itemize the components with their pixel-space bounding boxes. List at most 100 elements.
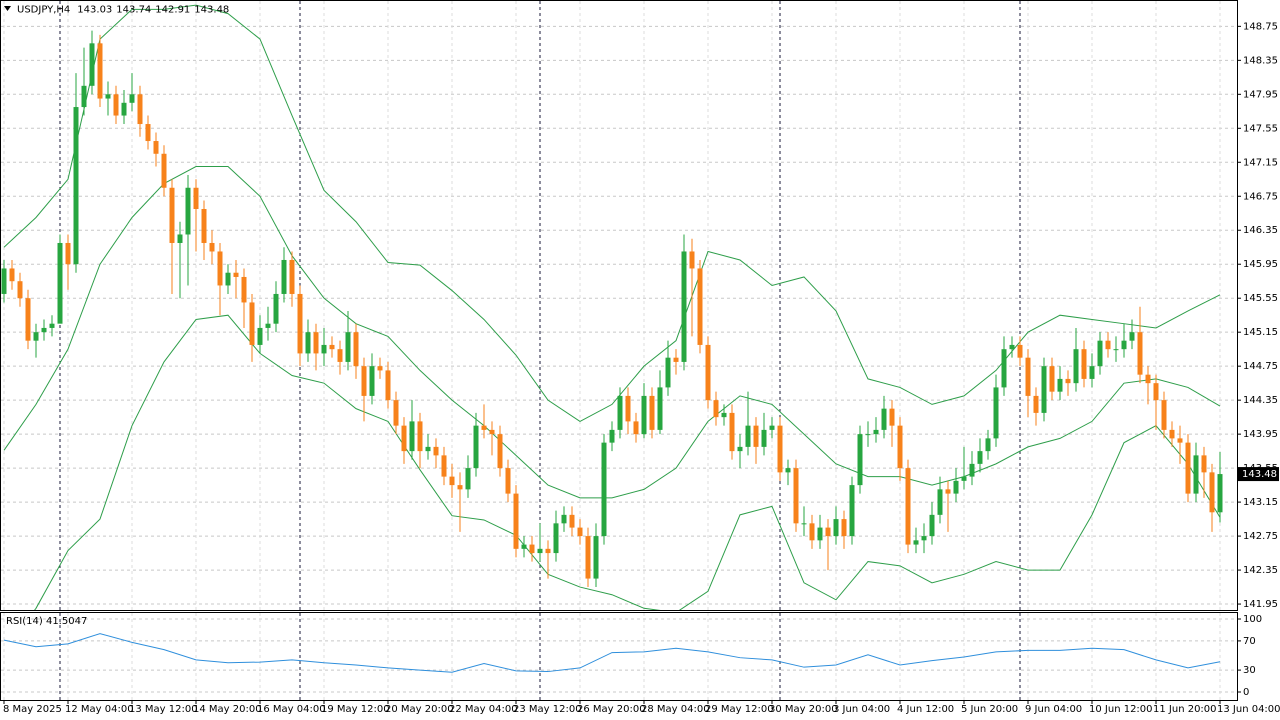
y-tick-label: 145.15 [1243,327,1278,338]
candle-body [985,438,991,452]
candle-body [689,251,695,269]
candle-body [545,548,551,554]
candle-body [833,519,839,537]
candle-body [1201,455,1207,473]
candle-body [681,251,687,362]
candle-body [561,514,567,524]
candle-body [345,332,351,362]
candle-body [1169,429,1175,439]
rsi-line [3,633,1221,673]
y-tick-label: 145.55 [1243,293,1278,304]
candle-body [433,446,439,456]
y-tick-label: 147.15 [1243,157,1278,168]
candle-body [881,408,887,430]
candle-body [1105,340,1111,350]
candle-body [1217,474,1223,513]
candle-body [529,544,535,554]
y-tick-label: 148.75 [1243,21,1278,32]
candle-body [265,323,271,328]
candle-body [137,94,143,125]
candle-body [161,153,167,188]
x-tick-label: 16 May 04:00 [257,704,326,715]
candle-body [417,421,423,452]
candle-body [641,395,647,435]
candle-body [81,85,87,108]
candle-body [969,463,975,477]
candle-body [577,527,583,537]
candle-body [713,400,719,418]
candle-body [761,429,767,447]
candle-body [1161,400,1167,430]
band-lower [34,314,1221,610]
y-tick-label: 143.15 [1243,497,1278,508]
candle-body [489,429,495,435]
candle-body [1065,378,1071,384]
candle-body [9,268,15,282]
candle-body [745,425,751,447]
price-label-box [1238,467,1279,482]
candle-body [385,370,391,401]
candle-body [817,527,823,541]
x-tick-label: 29 May 12:00 [705,704,774,715]
candle-body [457,485,463,490]
x-tick-label: 26 May 20:00 [577,704,646,715]
candle-body [897,425,903,469]
candle-body [185,187,191,235]
candle-body [97,43,103,99]
candle-body [17,281,23,299]
candle-body [33,332,39,341]
x-tick-label: 5 Jun 20:00 [961,704,1018,715]
x-tick-label: 14 May 20:00 [193,704,262,715]
candle-body [465,468,471,490]
candle-body [721,412,727,418]
candle-body [1,268,7,294]
menu-arrow[interactable] [4,6,11,11]
y-tick-label: 147.95 [1243,89,1278,100]
candle-body [953,480,959,494]
candle-body [1057,378,1063,392]
candle-body [273,293,279,324]
rsi-tick-label: 100 [1243,614,1262,625]
candle-body [913,540,919,545]
candle-body [241,276,247,303]
candle-body [305,332,311,354]
candle-body [553,523,559,554]
candle-body [993,387,999,439]
candle-body [857,434,863,486]
candle-body [1073,349,1079,384]
candle-body [841,519,847,537]
y-tick-label: 146.35 [1243,225,1278,236]
candle-body [361,366,367,396]
candle-body [1017,344,1023,358]
symbol: USDJPY,H4 [17,5,70,16]
x-tick-label: 12 May 04:00 [65,704,134,715]
candle-body [977,451,983,464]
candle-body [1193,455,1199,494]
x-tick-label: 13 Jun 04:00 [1217,704,1280,715]
candle-body [593,536,599,579]
candle-body [1153,383,1159,401]
rsi-tick-label: 0 [1243,687,1249,698]
candle-body [633,421,639,435]
candle-body [697,268,703,345]
band-upper [3,4,1221,422]
candle-body [169,187,175,243]
candle-body [121,102,127,116]
candle-body [849,485,855,537]
candle-body [1041,366,1047,413]
candle-body [201,208,207,243]
y-tick-label: 142.35 [1243,565,1278,576]
candle-body [537,548,543,554]
candle-body [217,251,223,286]
header-close: 143.48 [194,5,229,16]
candle-body [673,357,679,362]
main-frame [0,0,1238,611]
rsi-label: RSI(14) 41.5047 [6,616,87,627]
candle-body [289,259,295,294]
candle-body [905,468,911,545]
y-tick-label: 146.75 [1243,191,1278,202]
candle-body [961,476,967,481]
